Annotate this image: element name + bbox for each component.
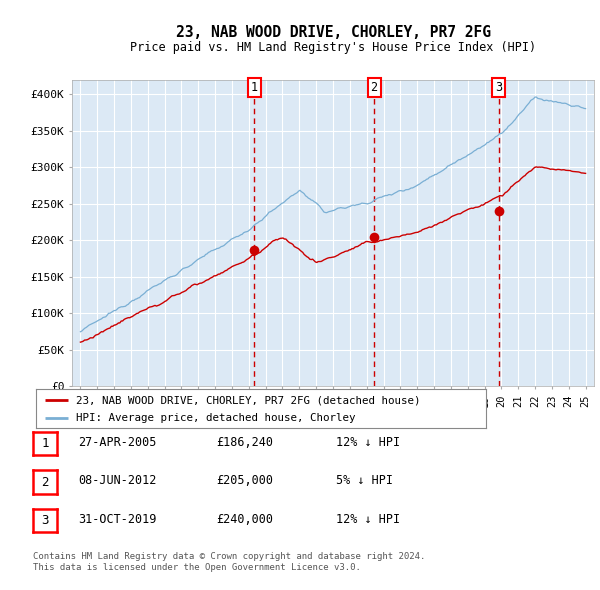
Text: 2: 2 [371,81,377,94]
Text: This data is licensed under the Open Government Licence v3.0.: This data is licensed under the Open Gov… [33,563,361,572]
Text: 08-JUN-2012: 08-JUN-2012 [78,474,157,487]
Text: 23, NAB WOOD DRIVE, CHORLEY, PR7 2FG: 23, NAB WOOD DRIVE, CHORLEY, PR7 2FG [176,25,491,40]
Text: £205,000: £205,000 [216,474,273,487]
Text: £186,240: £186,240 [216,436,273,449]
Text: 1: 1 [251,81,258,94]
Text: Price paid vs. HM Land Registry's House Price Index (HPI): Price paid vs. HM Land Registry's House … [130,41,536,54]
Text: Contains HM Land Registry data © Crown copyright and database right 2024.: Contains HM Land Registry data © Crown c… [33,552,425,560]
Text: HPI: Average price, detached house, Chorley: HPI: Average price, detached house, Chor… [77,413,356,423]
Text: 31-OCT-2019: 31-OCT-2019 [78,513,157,526]
Text: 3: 3 [41,514,49,527]
Text: 23, NAB WOOD DRIVE, CHORLEY, PR7 2FG (detached house): 23, NAB WOOD DRIVE, CHORLEY, PR7 2FG (de… [77,395,421,405]
Text: £240,000: £240,000 [216,513,273,526]
Text: 12% ↓ HPI: 12% ↓ HPI [336,513,400,526]
Text: 5% ↓ HPI: 5% ↓ HPI [336,474,393,487]
Text: 3: 3 [495,81,502,94]
Text: 27-APR-2005: 27-APR-2005 [78,436,157,449]
Text: 12% ↓ HPI: 12% ↓ HPI [336,436,400,449]
Text: 1: 1 [41,437,49,450]
Text: 2: 2 [41,476,49,489]
